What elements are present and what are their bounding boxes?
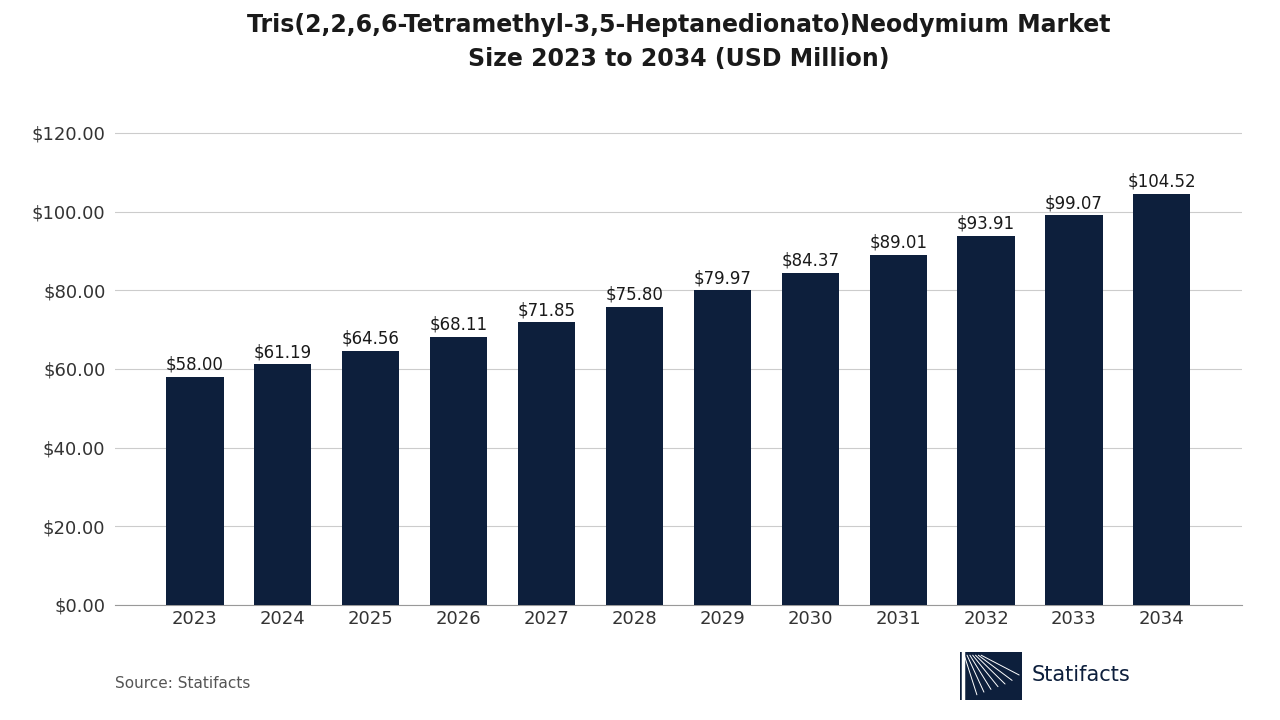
Bar — [430, 337, 488, 605]
Text: $99.07: $99.07 — [1044, 194, 1103, 212]
Bar — [957, 235, 1015, 605]
Text: $84.37: $84.37 — [781, 252, 840, 270]
Bar — [782, 273, 838, 605]
Text: Statifacts: Statifacts — [1032, 665, 1130, 685]
Text: $71.85: $71.85 — [517, 301, 576, 319]
Title: Tris(2,2,6,6-Tetramethyl-3,5-Heptanedionato)Neodymium Market
Size 2023 to 2034 (: Tris(2,2,6,6-Tetramethyl-3,5-Heptanedion… — [247, 14, 1110, 71]
Text: $104.52: $104.52 — [1128, 173, 1196, 191]
Text: $58.00: $58.00 — [166, 356, 224, 374]
Bar — [605, 307, 663, 605]
Text: $75.80: $75.80 — [605, 286, 663, 304]
Bar — [518, 323, 575, 605]
Bar — [869, 255, 927, 605]
Text: $61.19: $61.19 — [253, 343, 312, 361]
Text: Source: Statifacts: Source: Statifacts — [115, 676, 251, 691]
Bar — [255, 364, 311, 605]
Bar — [694, 290, 751, 605]
Bar — [1133, 194, 1190, 605]
Text: $79.97: $79.97 — [694, 269, 751, 287]
FancyBboxPatch shape — [960, 652, 1021, 700]
Bar — [166, 377, 224, 605]
Text: $93.91: $93.91 — [957, 215, 1015, 233]
Text: $89.01: $89.01 — [869, 233, 927, 251]
Text: $68.11: $68.11 — [430, 316, 488, 334]
Bar — [342, 351, 399, 605]
Text: $64.56: $64.56 — [342, 330, 399, 348]
Bar — [1046, 215, 1102, 605]
